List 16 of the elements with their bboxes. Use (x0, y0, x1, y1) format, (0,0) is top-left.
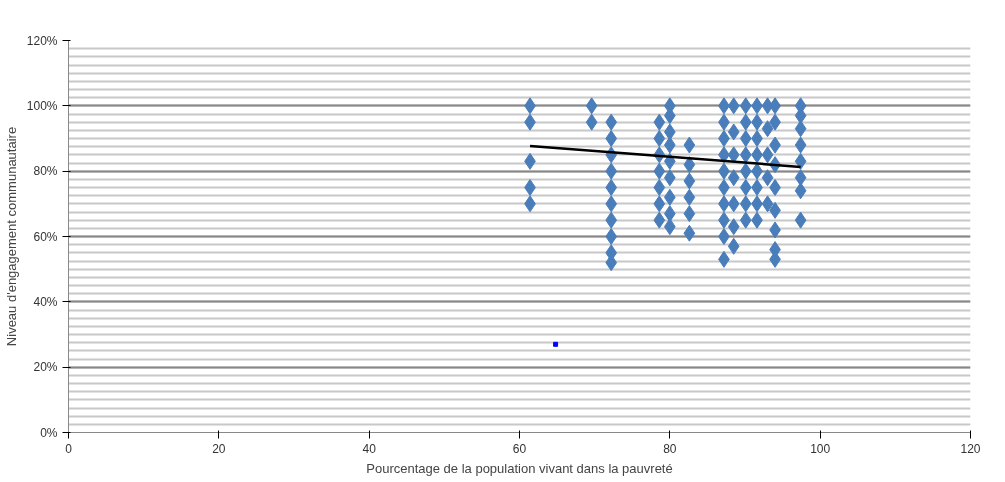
y-tick-label: 0% (40, 425, 58, 440)
x-tick-label: 0 (65, 441, 73, 456)
x-tick-label: 80 (663, 441, 677, 456)
y-tick-label: 100% (26, 98, 58, 113)
y-tick-label: 40% (33, 294, 58, 309)
y-tick-label: 60% (33, 229, 58, 244)
x-tick-label: 60 (512, 441, 527, 456)
y-tick-label: 20% (33, 360, 58, 375)
x-tick-label: 120 (960, 441, 981, 456)
x-axis-title: Pourcentage de la population vivant dans la pauvreté (366, 460, 673, 476)
y-tick-label: 120% (26, 33, 58, 48)
x-tick-label: 20 (212, 441, 226, 456)
y-axis-title: Niveau d'engagement communautaire (3, 126, 19, 347)
x-tick-label: 40 (362, 441, 377, 456)
x-tick-label: 100 (810, 441, 831, 456)
y-tick-label: 80% (33, 164, 58, 179)
